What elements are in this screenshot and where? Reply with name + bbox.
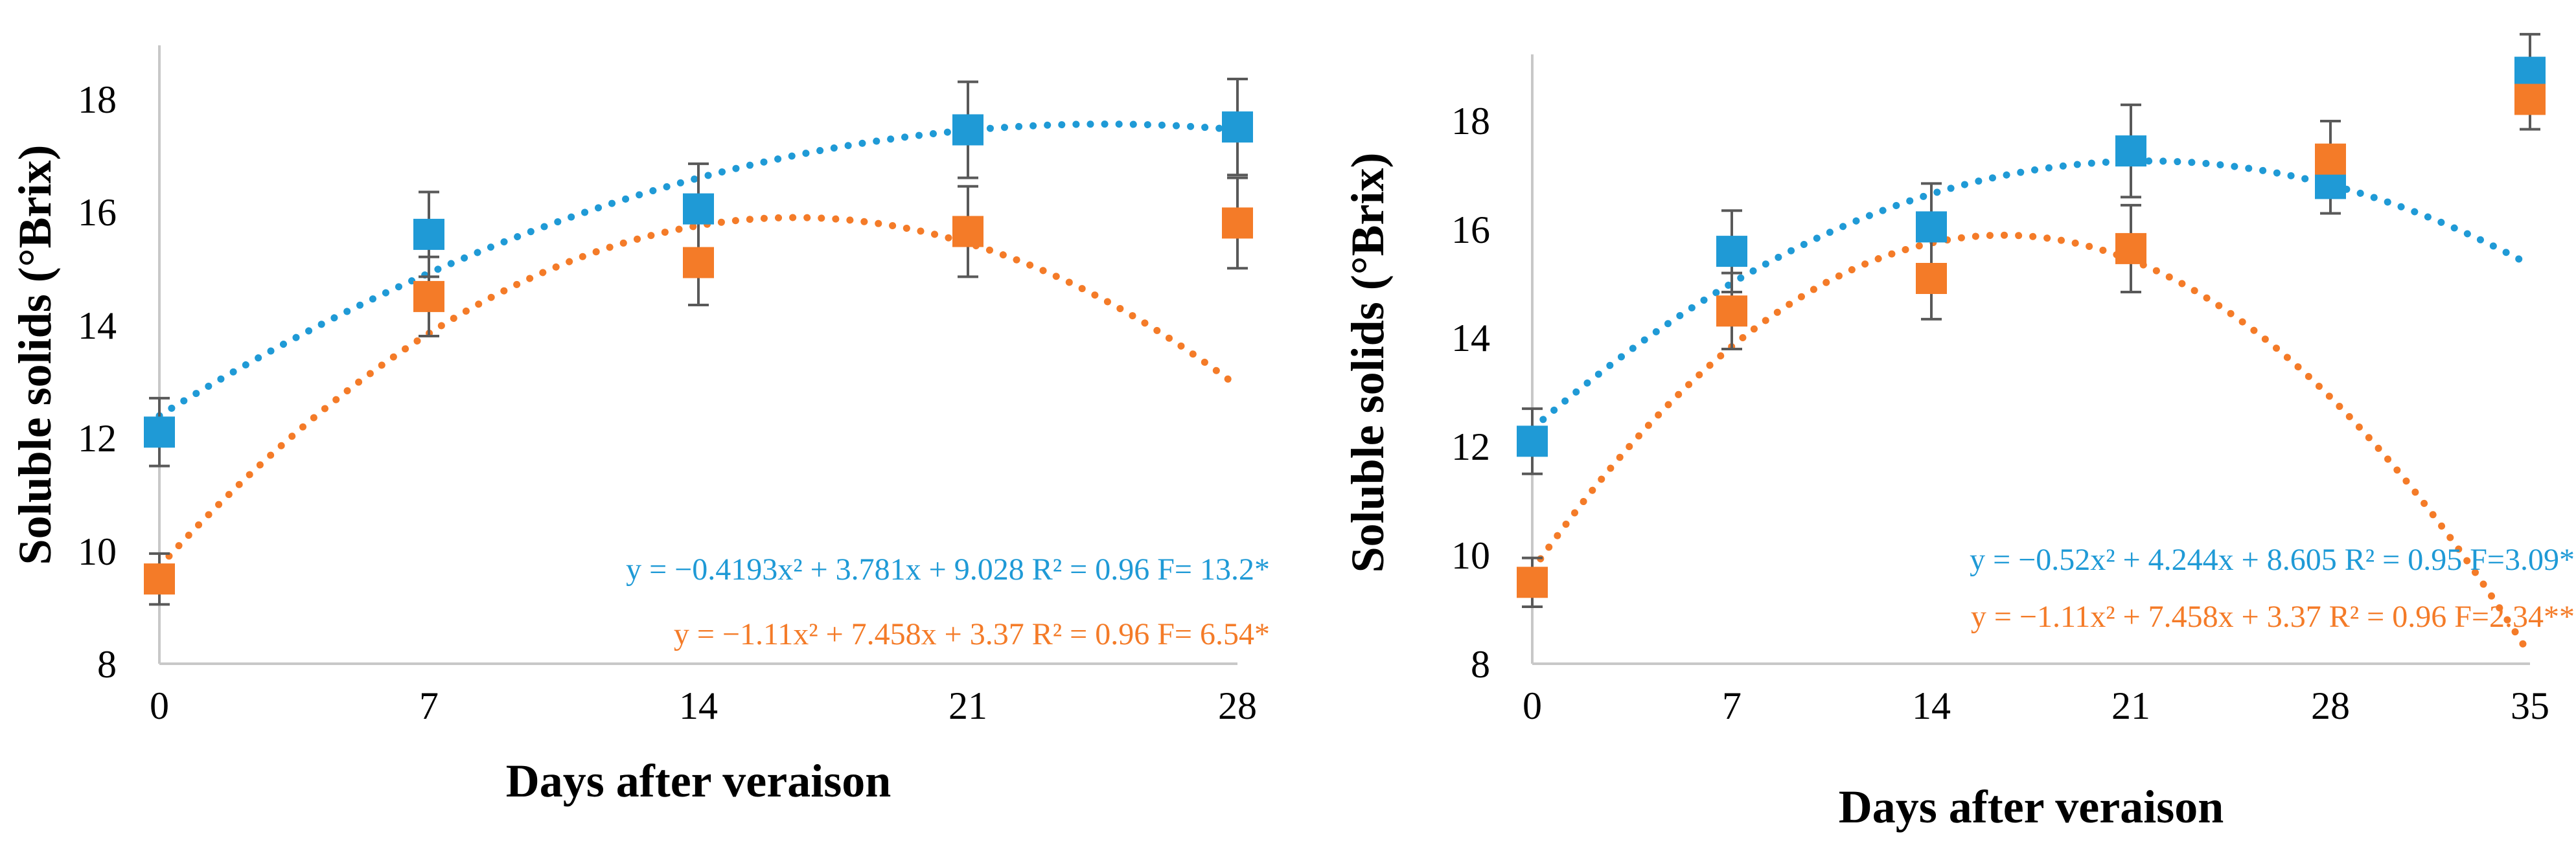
right-x-tick-label: 21 <box>2111 684 2150 727</box>
right-y-tick-label: 8 <box>1471 643 1490 686</box>
right-x-tick-label: 35 <box>2511 684 2549 727</box>
right-equation-blue: y = −0.52x² + 4.244x + 8.605 R² = 0.95 F… <box>1970 543 2575 577</box>
right-y-tick-label: 16 <box>1451 209 1490 251</box>
data-point-orange <box>1916 263 1947 294</box>
data-point-orange <box>2315 143 2346 175</box>
right-y-tick-label: 14 <box>1451 317 1490 359</box>
right-x-tick-label: 14 <box>1912 684 1951 727</box>
trendline-blue <box>1528 157 2534 433</box>
data-point-orange <box>2115 232 2146 264</box>
left-y-tick-label: 10 <box>78 530 117 573</box>
data-point-orange <box>413 280 444 312</box>
left-y-tick-label: 8 <box>97 643 117 686</box>
right-y-tick-label: 12 <box>1451 425 1490 468</box>
data-point-orange <box>1222 207 1253 239</box>
right-equation-orange: y = −1.11x² + 7.458x + 3.37 R² = 0.96 F=… <box>1971 600 2575 634</box>
right-x-tick-label: 7 <box>1722 684 1742 727</box>
left-x-tick-label: 21 <box>949 684 987 727</box>
data-point-orange <box>683 247 714 278</box>
data-point-orange <box>144 563 175 595</box>
data-point-orange <box>952 216 983 247</box>
right-x-tick-label: 0 <box>1523 684 1542 727</box>
data-point-blue <box>2514 56 2546 88</box>
data-point-orange <box>1716 295 1747 327</box>
left-x-tick-label: 0 <box>150 684 169 727</box>
right-x-axis-title: Days after veraison <box>1839 781 2224 833</box>
chart-left: 8 10 12 14 16 18 0 7 14 21 28 Days after… <box>9 45 1270 807</box>
left-x-axis-title: Days after veraison <box>506 755 891 807</box>
data-point-orange <box>2514 84 2546 115</box>
data-point-blue <box>144 416 175 448</box>
left-y-tick-label: 16 <box>78 191 117 234</box>
left-y-tick-labels: 8 10 12 14 16 18 <box>78 78 117 686</box>
right-y-tick-labels: 8 10 12 14 16 18 <box>1451 100 1490 686</box>
trendline-orange <box>155 214 1241 570</box>
data-point-blue <box>1716 236 1747 267</box>
data-point-orange <box>1517 567 1548 598</box>
data-point-blue <box>1517 425 1548 457</box>
data-point-blue <box>1222 111 1253 143</box>
data-point-blue <box>2115 135 2146 167</box>
data-point-blue <box>413 218 444 250</box>
left-x-tick-labels: 0 7 14 21 28 <box>150 684 1257 727</box>
trendline-orange <box>1528 231 2534 659</box>
left-x-tick-label: 7 <box>419 684 439 727</box>
right-y-tick-label: 10 <box>1451 534 1490 577</box>
right-x-tick-label: 28 <box>2311 684 2350 727</box>
data-point-blue <box>952 114 983 146</box>
data-point-blue <box>1916 211 1947 243</box>
left-y-tick-label: 14 <box>78 304 117 347</box>
left-x-tick-label: 28 <box>1218 684 1257 727</box>
left-equation-blue: y = −0.4193x² + 3.781x + 9.028 R² = 0.96… <box>626 552 1270 587</box>
chart-right: 8 10 12 14 16 18 0 7 14 21 28 35 Days af… <box>1342 32 2575 833</box>
left-equation-orange: y = −1.11x² + 7.458x + 3.37 R² = 0.96 F=… <box>674 617 1270 651</box>
left-y-tick-label: 12 <box>78 417 117 460</box>
left-y-tick-label: 18 <box>78 78 117 121</box>
data-point-blue <box>683 193 714 225</box>
right-y-axis-title: Soluble solids (°Brix) <box>1342 153 1394 573</box>
right-y-tick-label: 18 <box>1451 100 1490 142</box>
left-y-axis-title: Soluble solids (°Brix) <box>9 145 61 565</box>
right-x-tick-labels: 0 7 14 21 28 35 <box>1523 684 2549 727</box>
left-x-tick-label: 14 <box>679 684 718 727</box>
